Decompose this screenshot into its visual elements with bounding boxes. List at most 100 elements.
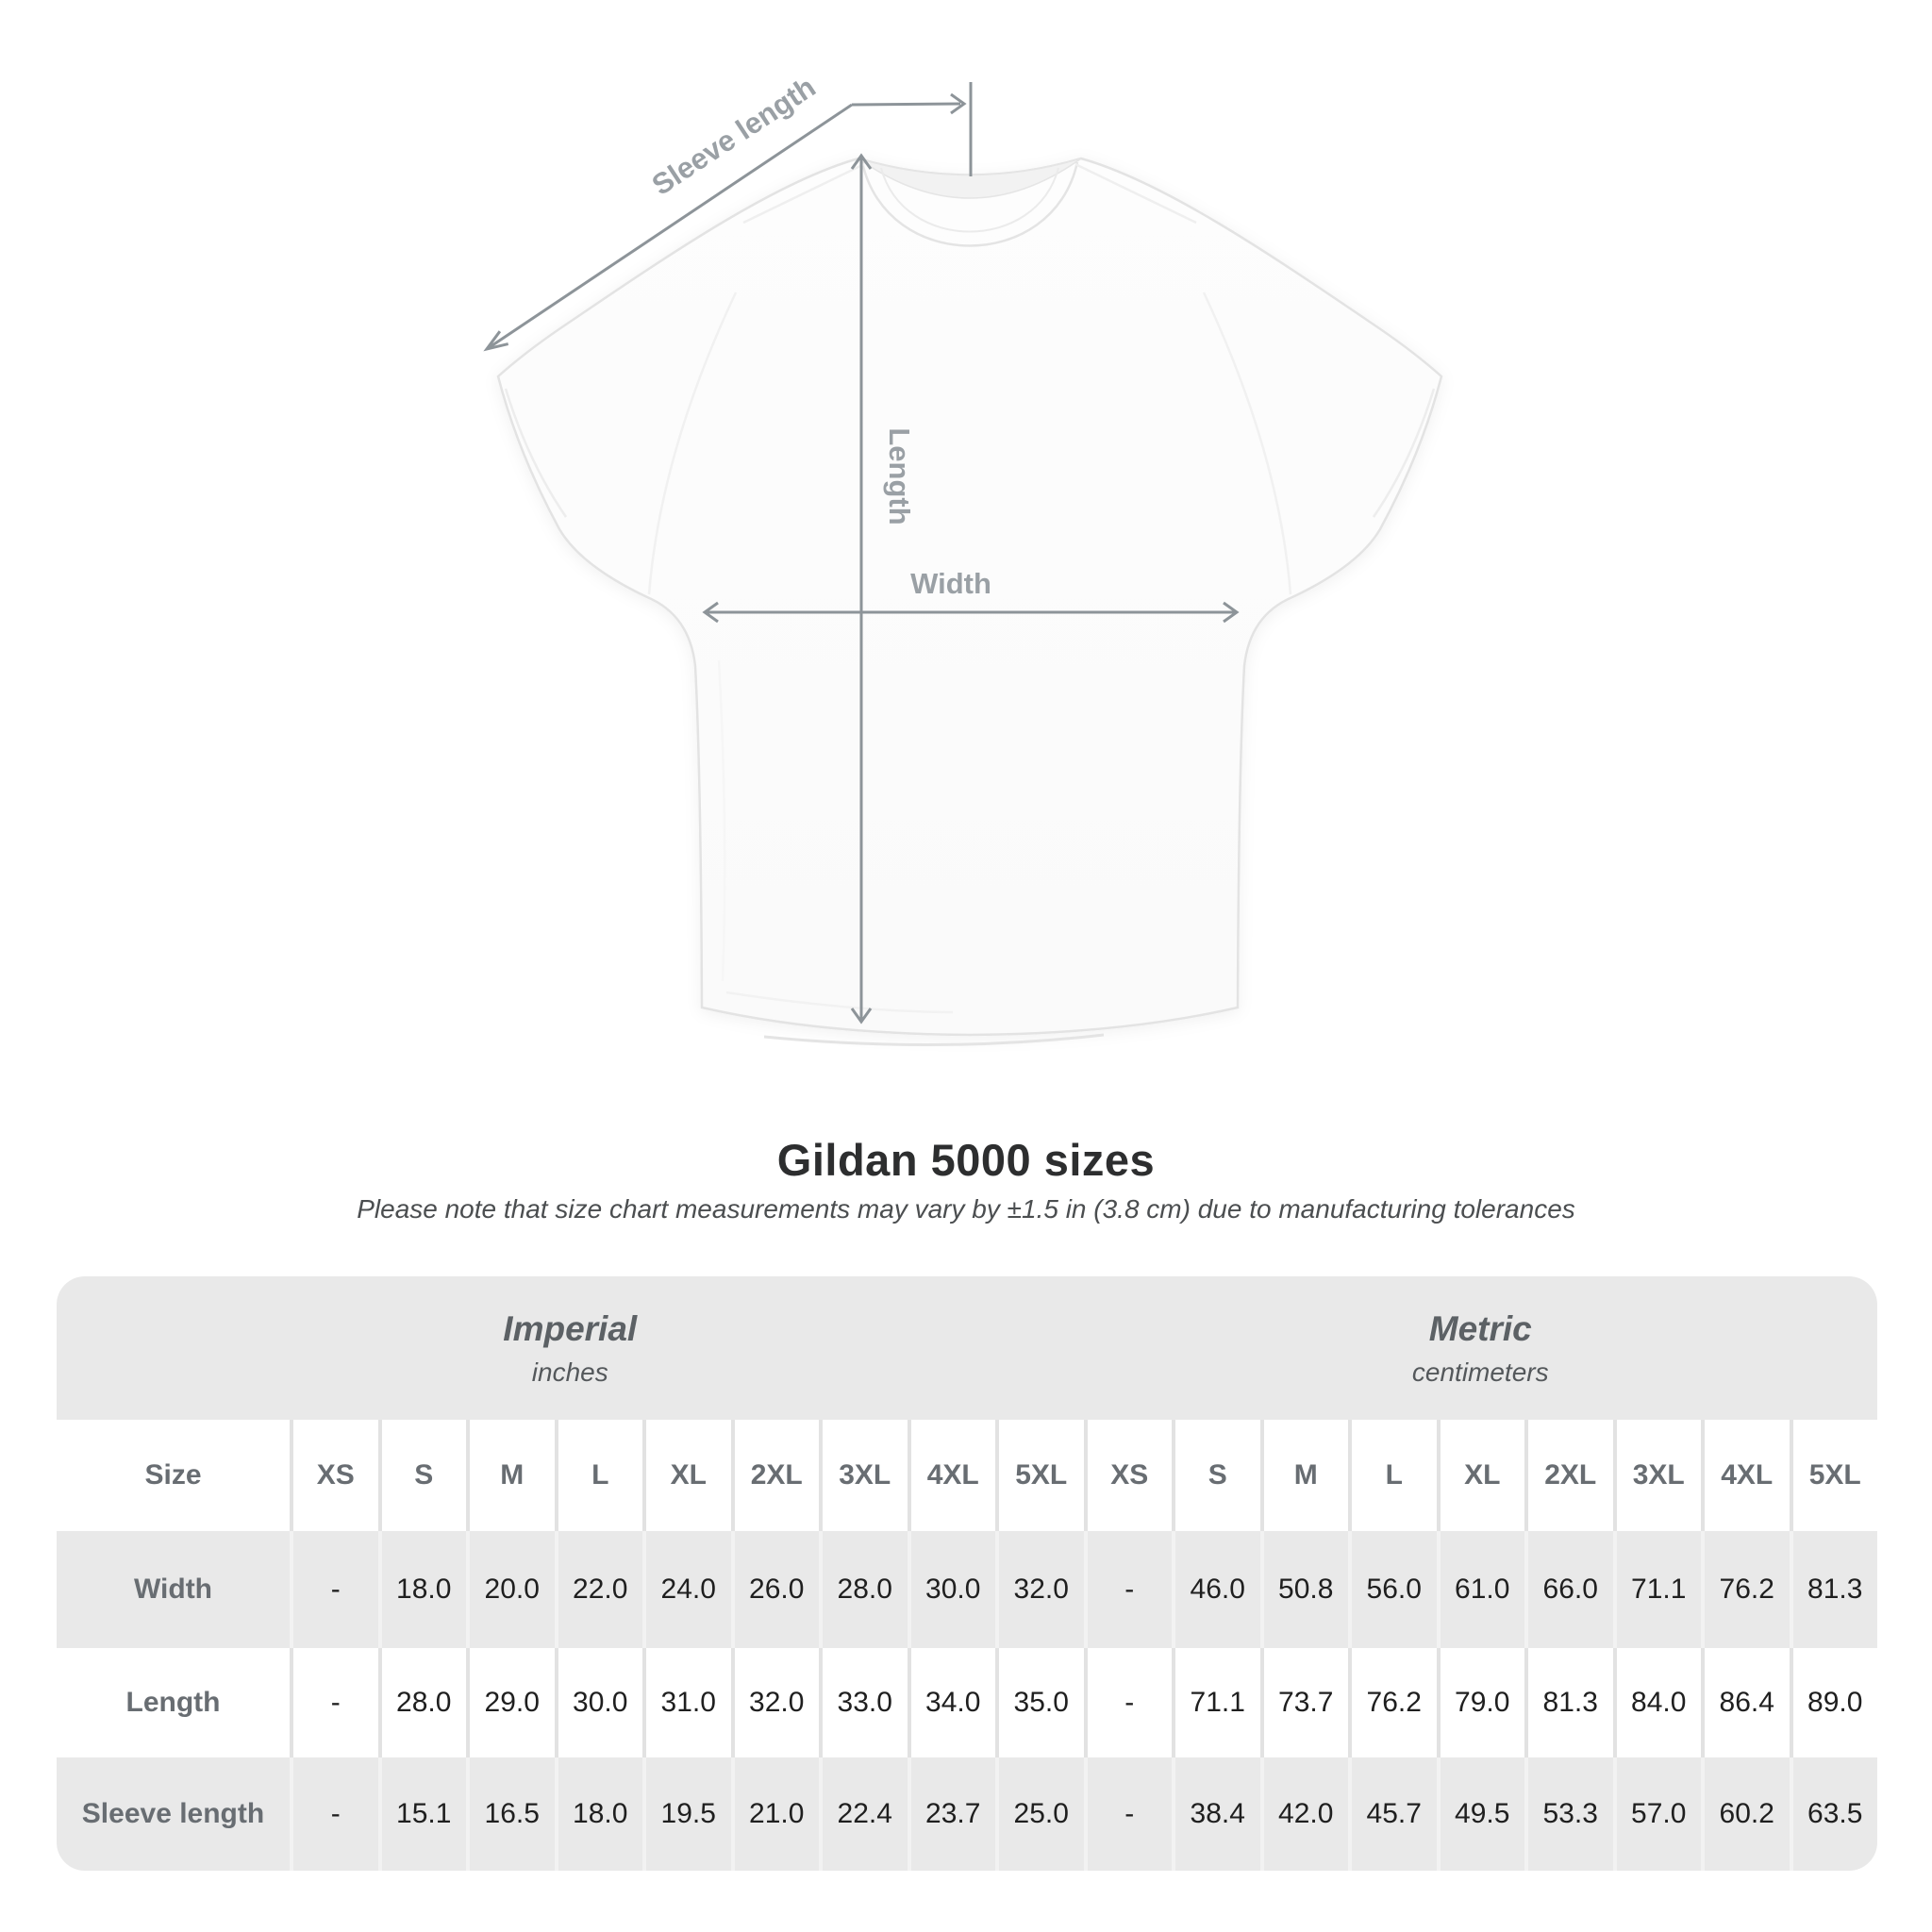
sleeve-metric-m: 42.0 xyxy=(1259,1757,1348,1871)
width-metric-l: 56.0 xyxy=(1348,1531,1437,1648)
sleeve-metric-4xl: 60.2 xyxy=(1701,1757,1790,1871)
width-imperial-3xl: 28.0 xyxy=(819,1531,908,1648)
sleeve-hem-crease-left xyxy=(504,388,568,518)
sleeve-imperial-3xl: 22.4 xyxy=(819,1757,908,1871)
shoulder-seam-right xyxy=(1074,162,1197,225)
width-imperial-m: 20.0 xyxy=(466,1531,555,1648)
size-header-metric-5xl: 5XL xyxy=(1789,1420,1877,1531)
length-metric-xs: - xyxy=(1083,1648,1172,1757)
size-header-metric-2xl: 2XL xyxy=(1524,1420,1613,1531)
page-title: Gildan 5000 sizes xyxy=(776,1135,1156,1185)
sleeve-metric-xs: - xyxy=(1083,1757,1172,1871)
width-imperial-s: 18.0 xyxy=(377,1531,466,1648)
sleeve-seam-left xyxy=(647,291,738,595)
tshirt-silhouette xyxy=(496,157,1443,1037)
size-header-imperial-3xl: 3XL xyxy=(819,1420,908,1531)
width-imperial-xl: 24.0 xyxy=(642,1531,731,1648)
length-metric-3xl: 84.0 xyxy=(1612,1648,1701,1757)
neck-reference-arrowhead xyxy=(950,92,967,115)
size-header-imperial-4xl: 4XL xyxy=(907,1420,995,1531)
length-imperial-2xl: 32.0 xyxy=(730,1648,819,1757)
sleeve-imperial-s: 15.1 xyxy=(377,1757,466,1871)
size-header-imperial-xs: XS xyxy=(290,1420,378,1531)
width-imperial-2xl: 26.0 xyxy=(730,1531,819,1648)
sleeve-length-arrowhead xyxy=(483,330,509,352)
sleeve-imperial-xl: 19.5 xyxy=(642,1757,731,1871)
sleeve-length-arrow-line xyxy=(489,103,853,349)
measurement-annotations xyxy=(483,82,1240,1024)
width-imperial-5xl: 32.0 xyxy=(995,1531,1084,1648)
size-header-imperial-5xl: 5XL xyxy=(995,1420,1084,1531)
sleeve-seam-right xyxy=(1202,291,1292,595)
size-header-metric-xl: XL xyxy=(1436,1420,1524,1531)
sleeve-metric-3xl: 57.0 xyxy=(1612,1757,1701,1871)
width-metric-xl: 61.0 xyxy=(1436,1531,1524,1648)
length-label: Length xyxy=(883,427,916,525)
tshirt-illustration xyxy=(496,157,1443,1047)
width-imperial-l: 22.0 xyxy=(554,1531,642,1648)
row-label-sleeve-length: Sleeve length xyxy=(57,1757,290,1871)
width-arrowhead-left xyxy=(702,601,719,624)
length-imperial-3xl: 33.0 xyxy=(819,1648,908,1757)
sleeve-metric-s: 38.4 xyxy=(1172,1757,1260,1871)
page-subtitle: Please note that size chart measurements… xyxy=(357,1194,1575,1224)
length-arrowhead-top xyxy=(850,153,873,170)
size-header-metric-s: S xyxy=(1172,1420,1260,1531)
sleeve-imperial-2xl: 21.0 xyxy=(730,1757,819,1871)
length-imperial-xl: 31.0 xyxy=(642,1648,731,1757)
length-imperial-5xl: 35.0 xyxy=(995,1648,1084,1757)
length-metric-4xl: 86.4 xyxy=(1701,1648,1790,1757)
sleeve-imperial-xs: - xyxy=(290,1757,378,1871)
length-imperial-4xl: 34.0 xyxy=(907,1648,995,1757)
length-imperial-l: 30.0 xyxy=(554,1648,642,1757)
width-metric-2xl: 66.0 xyxy=(1524,1531,1613,1648)
width-metric-4xl: 76.2 xyxy=(1701,1531,1790,1648)
length-arrowhead-bottom xyxy=(850,1008,873,1024)
sleeve-metric-5xl: 63.5 xyxy=(1789,1757,1877,1871)
size-header-metric-m: M xyxy=(1259,1420,1348,1531)
sleeve-metric-2xl: 53.3 xyxy=(1524,1757,1613,1871)
length-metric-xl: 79.0 xyxy=(1436,1648,1524,1757)
width-metric-5xl: 81.3 xyxy=(1789,1531,1877,1648)
width-imperial-xs: - xyxy=(290,1531,378,1648)
tshirt-measurement-diagram: Sleeve length Length Width xyxy=(483,70,1443,1047)
size-header-metric-l: L xyxy=(1348,1420,1437,1531)
width-arrowhead-right xyxy=(1223,601,1240,624)
sleeve-imperial-m: 16.5 xyxy=(466,1757,555,1871)
imperial-section-header: Imperial inches xyxy=(57,1276,1084,1420)
length-imperial-s: 28.0 xyxy=(377,1648,466,1757)
width-metric-m: 50.8 xyxy=(1259,1531,1348,1648)
collar-outer-edge xyxy=(860,161,1079,247)
width-metric-s: 46.0 xyxy=(1172,1531,1260,1648)
length-metric-l: 76.2 xyxy=(1348,1648,1437,1757)
size-column-header: Size xyxy=(57,1420,290,1531)
hem-wrinkle xyxy=(725,991,954,1014)
metric-section-header: Metric centimeters xyxy=(1083,1276,1877,1420)
sleeve-hem-crease-right xyxy=(1372,388,1436,518)
width-metric-3xl: 71.1 xyxy=(1612,1531,1701,1648)
size-header-imperial-l: L xyxy=(554,1420,642,1531)
width-label: Width xyxy=(910,567,991,600)
size-header-imperial-s: S xyxy=(377,1420,466,1531)
row-label-width: Width xyxy=(57,1531,290,1648)
width-metric-xs: - xyxy=(1083,1531,1172,1648)
collar-inner-edge xyxy=(880,167,1059,233)
size-header-imperial-xl: XL xyxy=(642,1420,731,1531)
size-header-metric-3xl: 3XL xyxy=(1612,1420,1701,1531)
body-wrinkle xyxy=(717,659,726,982)
sleeve-metric-l: 45.7 xyxy=(1348,1757,1437,1871)
neck-reference-line xyxy=(851,102,961,107)
sleeve-imperial-l: 18.0 xyxy=(554,1757,642,1871)
imperial-units: inches xyxy=(531,1357,608,1387)
sleeve-imperial-4xl: 23.7 xyxy=(907,1757,995,1871)
length-metric-m: 73.7 xyxy=(1259,1648,1348,1757)
size-header-metric-xs: XS xyxy=(1083,1420,1172,1531)
length-metric-5xl: 89.0 xyxy=(1789,1648,1877,1757)
sleeve-metric-xl: 49.5 xyxy=(1436,1757,1524,1871)
row-label-length: Length xyxy=(57,1648,290,1757)
size-header-imperial-2xl: 2XL xyxy=(730,1420,819,1531)
metric-label: Metric xyxy=(1428,1308,1532,1348)
width-imperial-4xl: 30.0 xyxy=(907,1531,995,1648)
length-metric-s: 71.1 xyxy=(1172,1648,1260,1757)
